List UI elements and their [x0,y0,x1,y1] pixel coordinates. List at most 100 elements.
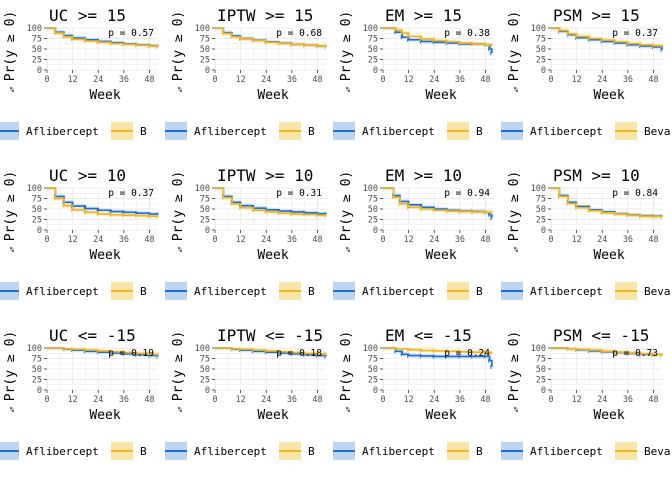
survival-line-aflibercept [383,347,493,367]
x-tick-label: 0 [212,395,217,405]
y-axis-subscript: % [10,406,15,414]
y-tick-label: 25 [200,56,210,66]
y-axis-subscript: % [178,246,183,254]
y-tick-label: 100 [531,344,546,354]
y-axis-subscript: % [346,86,351,94]
x-tick-label: 48 [648,395,658,405]
x-tick-label: 0 [380,235,385,245]
x-tick-label: 48 [144,395,154,405]
x-tick-label: 24 [261,75,271,85]
legend-label-aflibercept: Aflibercept [194,125,267,138]
x-axis-title: Week [425,248,456,263]
x-tick-label: 36 [623,235,633,245]
p-value-label: p = 0.84 [612,188,658,199]
x-tick-label: 48 [144,235,154,245]
p-value-label: p = 0.18 [276,348,322,359]
survival-line-b [383,187,493,214]
panel-title: IPTW >= 10 [217,166,313,185]
y-axis-title: Pr(y ≥ 0) [507,11,522,81]
x-tick-label: 24 [597,75,607,85]
y-axis-subscript: % [178,86,183,94]
survival-line-b [215,27,327,47]
y-tick-label: 0 [37,386,42,396]
x-tick-label: 24 [261,395,271,405]
x-axis-title: Week [257,248,288,263]
p-value-label: p = 0.24 [444,348,490,359]
y-axis-title: Pr(y ≥ 0) [3,171,18,241]
x-tick-label: 24 [429,235,439,245]
x-tick-label: 0 [44,75,49,85]
y-axis-title: Pr(y ≥ 0) [339,11,354,81]
y-tick-label: 0 [541,226,546,236]
x-tick-label: 0 [212,235,217,245]
y-tick-label: 50 [368,365,378,375]
y-tick-label: 0 [373,66,378,76]
y-axis-title: Pr(y ≥ 0) [507,171,522,241]
p-value-label: p = 0.19 [108,348,154,359]
x-tick-label: 36 [287,75,297,85]
y-tick-label: 50 [32,45,42,55]
legend-label-b: B [140,285,147,298]
y-axis-subscript: % [178,406,183,414]
ci-band-b [47,188,158,219]
survival-line-b [215,187,327,217]
y-tick-label: 0 [373,226,378,236]
survival-line-b [383,347,493,354]
legend-label-aflibercept: Aflibercept [530,445,603,458]
survival-line-b [47,187,159,217]
x-axis-title: Week [257,88,288,103]
x-tick-label: 36 [455,395,465,405]
y-tick-label: 100 [531,184,546,194]
y-axis-subscript: % [514,86,519,94]
y-tick-label: 75 [368,355,378,365]
y-tick-label: 0 [37,66,42,76]
legend-label-b: B [308,125,315,138]
legend-label-b: B [140,445,147,458]
y-tick-label: 50 [200,45,210,55]
x-tick-label: 36 [623,395,633,405]
x-axis-title: Week [89,408,120,423]
y-axis-title: Pr(y ≥ 0) [171,11,186,81]
x-tick-label: 24 [429,395,439,405]
y-axis-subscript: % [346,246,351,254]
legend-label-b: B [476,445,483,458]
x-tick-label: 24 [93,75,103,85]
panel-title: UC <= -15 [49,326,136,345]
survival-line-b [47,347,159,356]
y-tick-label: 0 [373,386,378,396]
x-tick-label: 36 [287,235,297,245]
legend-label-aflibercept: Aflibercept [194,445,267,458]
survival-line-beva [551,187,663,218]
x-tick-label: 24 [429,75,439,85]
x-tick-label: 12 [571,75,581,85]
y-tick-label: 100 [195,24,210,34]
x-tick-label: 24 [93,235,103,245]
y-tick-label: 50 [536,365,546,375]
x-tick-label: 12 [67,75,77,85]
x-tick-label: 36 [119,395,129,405]
x-tick-label: 48 [480,395,490,405]
x-tick-label: 48 [648,235,658,245]
x-tick-label: 24 [261,235,271,245]
y-tick-label: 100 [363,344,378,354]
x-tick-label: 48 [480,235,490,245]
y-tick-label: 100 [531,24,546,34]
y-tick-label: 75 [32,195,42,205]
x-tick-label: 12 [67,235,77,245]
x-tick-label: 12 [235,235,245,245]
y-tick-label: 50 [32,365,42,375]
y-tick-label: 25 [32,376,42,386]
y-tick-label: 75 [32,355,42,365]
x-axis-title: Week [593,248,624,263]
panel-title: UC >= 10 [49,166,126,185]
x-axis-title: Week [425,408,456,423]
x-tick-label: 12 [571,235,581,245]
